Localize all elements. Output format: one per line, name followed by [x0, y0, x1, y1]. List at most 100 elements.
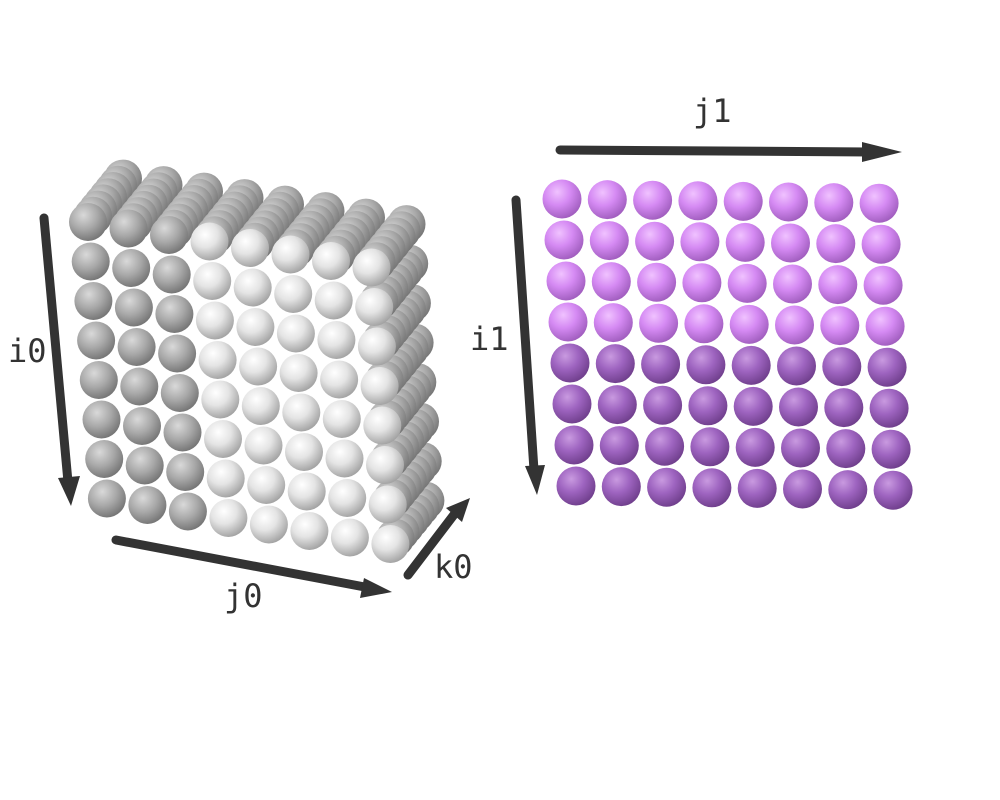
cube-sphere	[317, 321, 356, 359]
cube-sphere	[312, 242, 350, 280]
cube-sphere	[109, 209, 148, 248]
matrix-sphere	[863, 265, 903, 305]
axis-label-j1: j1	[693, 92, 732, 130]
cube-sphere	[271, 235, 310, 274]
axis-i0-arrow	[39, 213, 80, 506]
cube-sphere	[79, 361, 118, 399]
matrix-sphere	[777, 346, 816, 386]
cube-sphere	[204, 420, 242, 458]
matrix-sphere	[820, 306, 860, 346]
cube-sphere	[152, 255, 191, 294]
cube-sphere	[123, 407, 161, 445]
cube-sphere	[357, 327, 396, 366]
matrix-sphere	[729, 304, 769, 344]
cube-sphere	[150, 216, 188, 254]
matrix-sphere	[544, 220, 584, 260]
matrix-sphere	[686, 345, 726, 385]
cube-sphere	[233, 268, 272, 307]
cube-sphere	[231, 229, 269, 267]
cube-sphere	[85, 440, 124, 478]
axis-label-i0: i0	[8, 332, 47, 370]
matrix-sphere	[637, 262, 677, 302]
matrix-sphere	[871, 429, 911, 469]
matrix-sphere	[859, 183, 899, 223]
cube-tensor	[69, 159, 445, 563]
matrix-sphere	[550, 343, 590, 383]
matrix-sphere	[818, 265, 858, 305]
cube-sphere	[244, 426, 283, 465]
axis-j0-arrow	[111, 535, 392, 598]
cube-sphere	[322, 400, 361, 438]
matrix-sphere	[641, 344, 681, 384]
matrix-sphere	[647, 467, 687, 507]
matrix-sphere	[737, 468, 777, 508]
cube-sphere	[206, 459, 245, 498]
cube-sphere	[325, 439, 364, 478]
cube-sphere	[77, 321, 116, 360]
cube-sphere	[371, 525, 410, 563]
matrix-sphere	[865, 306, 905, 346]
cube-sphere	[249, 505, 288, 544]
cube-sphere	[193, 262, 232, 300]
cube-sphere	[276, 314, 315, 353]
matrix-sphere	[816, 224, 856, 264]
axis-j1-arrow	[555, 142, 902, 162]
matrix-sphere	[595, 344, 635, 384]
cube-sphere	[279, 354, 318, 392]
cube-sphere	[114, 288, 153, 327]
axis-label-i1: i1	[470, 320, 509, 358]
cube-sphere	[168, 492, 207, 531]
matrix-sphere	[727, 263, 767, 303]
matrix-sphere	[645, 426, 685, 466]
matrix-sphere	[552, 384, 592, 424]
matrix-sphere	[828, 470, 868, 510]
matrix-sphere	[589, 221, 629, 261]
matrix-sphere	[682, 263, 722, 303]
matrix-sphere	[769, 182, 808, 222]
matrix-sphere	[826, 429, 866, 469]
cube-sphere	[198, 341, 237, 379]
axis-label-j0: j0	[224, 577, 263, 615]
cube-sphere	[117, 328, 156, 366]
cube-sphere	[87, 479, 126, 518]
matrix-sphere	[783, 469, 822, 509]
cube-sphere	[363, 406, 402, 445]
matrix-sphere	[822, 347, 862, 387]
cube-sphere	[330, 518, 369, 557]
matrix-sphere	[599, 426, 639, 466]
cube-sphere	[360, 367, 399, 405]
cube-sphere	[355, 288, 394, 326]
matrix-sphere	[731, 345, 771, 385]
cube-sphere	[328, 479, 367, 517]
matrix-sphere	[635, 221, 675, 261]
matrix-sphere	[775, 305, 814, 345]
cube-sphere	[282, 393, 321, 432]
matrix-sphere	[678, 181, 718, 221]
cube-sphere	[366, 446, 404, 484]
matrix-sphere	[591, 262, 631, 302]
matrix-sphere	[546, 261, 586, 301]
matrix-sphere	[643, 385, 683, 425]
matrix-sphere	[723, 181, 763, 221]
cube-sphere	[71, 242, 110, 281]
matrix-sphere	[680, 222, 720, 262]
cube-sphere	[368, 485, 407, 524]
cube-sphere	[239, 347, 278, 386]
matrix-sphere	[639, 303, 679, 343]
matrix-sphere	[824, 388, 864, 428]
matrix-tensor	[542, 179, 913, 510]
matrix-sphere	[781, 428, 820, 468]
matrix-sphere	[633, 180, 673, 220]
cube-sphere	[352, 248, 391, 287]
matrix-sphere	[692, 468, 732, 508]
matrix-sphere	[867, 347, 907, 387]
cube-sphere	[128, 486, 167, 524]
cube-sphere	[247, 466, 286, 504]
cube-sphere	[82, 400, 121, 439]
matrix-sphere	[548, 302, 588, 342]
matrix-sphere	[690, 427, 730, 467]
matrix-sphere	[597, 385, 637, 425]
matrix-sphere	[601, 467, 641, 507]
cube-sphere	[201, 380, 240, 419]
cube-sphere	[163, 413, 202, 452]
